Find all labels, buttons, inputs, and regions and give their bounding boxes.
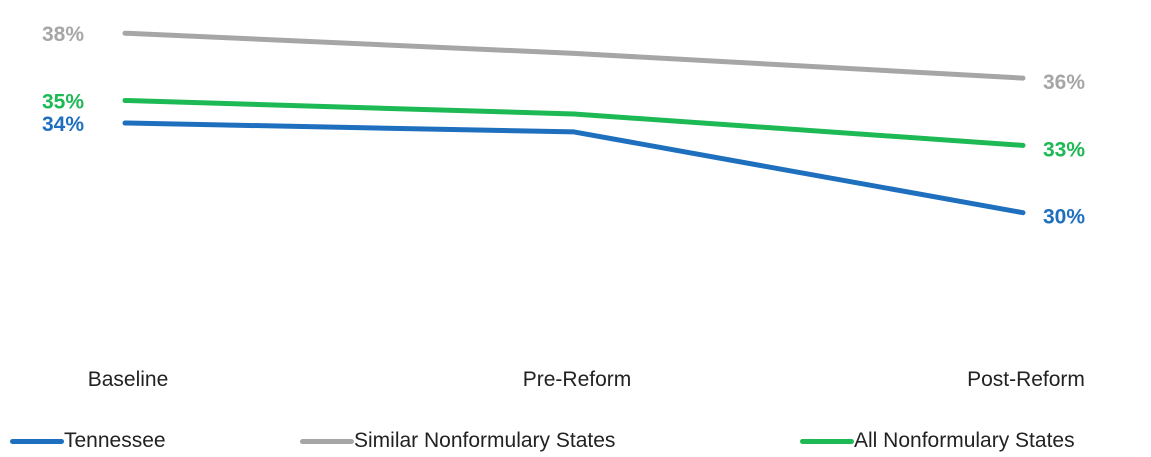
series-line-all-nonformulary-states xyxy=(122,98,1026,148)
data-label-similar-nonformulary-states-post-reform: 36% xyxy=(1043,71,1085,94)
legend-label-all-nonformulary: All Nonformulary States xyxy=(854,429,1075,452)
data-label-all-nonformulary-states-baseline: 35% xyxy=(42,91,84,114)
legend: Tennessee Similar Nonformulary States Al… xyxy=(0,426,1151,456)
data-labels: 34% 30% 38% 36% 35% 33% xyxy=(42,23,1085,229)
line-chart: 34% 30% 38% 36% 35% 33% Baseline Pre-Reform Pos… xyxy=(42,23,1085,391)
legend-label-similar-nonformulary: Similar Nonformulary States xyxy=(354,429,616,452)
x-tick-label-post-reform: Post-Reform xyxy=(967,368,1085,391)
legend-item-similar-nonformulary: Similar Nonformulary States xyxy=(300,426,615,456)
data-label-tennessee-post-reform: 30% xyxy=(1043,206,1085,229)
legend-item-tennessee: Tennessee xyxy=(10,426,166,456)
x-tick-label-pre-reform: Pre-Reform xyxy=(523,368,632,391)
series-lines xyxy=(122,30,1026,216)
legend-swatch-all-nonformulary xyxy=(800,438,854,444)
legend-label-tennessee: Tennessee xyxy=(64,429,166,452)
legend-item-all-nonformulary: All Nonformulary States xyxy=(800,426,1075,456)
x-tick-label-baseline: Baseline xyxy=(88,368,169,391)
legend-swatch-similar-nonformulary xyxy=(300,438,354,444)
series-line-similar-nonformulary-states xyxy=(122,30,1026,81)
data-label-all-nonformulary-states-post-reform: 33% xyxy=(1043,138,1085,161)
series-line-tennessee xyxy=(122,120,1026,216)
data-label-tennessee-baseline: 34% xyxy=(42,113,84,136)
x-axis-tick-labels: Baseline Pre-Reform Post-Reform xyxy=(88,368,1085,391)
legend-swatch-tennessee xyxy=(10,438,64,444)
data-label-similar-nonformulary-states-baseline: 38% xyxy=(42,23,84,46)
